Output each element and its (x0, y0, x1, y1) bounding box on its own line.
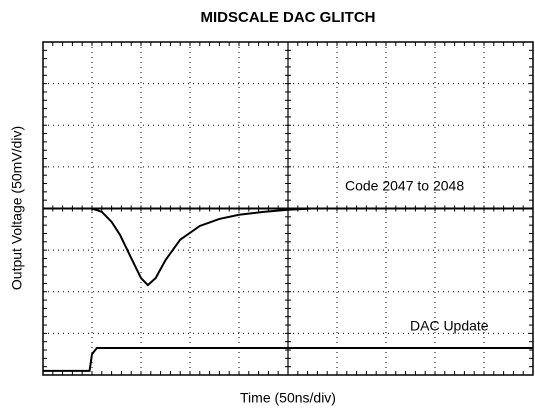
x-axis-label: Time (50ns/div) (240, 390, 336, 406)
trace (43, 207, 533, 287)
trace (43, 346, 533, 372)
chart-title: MIDSCALE DAC GLITCH (201, 9, 376, 26)
annotation: DAC Update (410, 318, 489, 334)
y-axis-label: Output Voltage (50mV/div) (9, 126, 25, 290)
annotation: Code 2047 to 2048 (345, 178, 464, 194)
